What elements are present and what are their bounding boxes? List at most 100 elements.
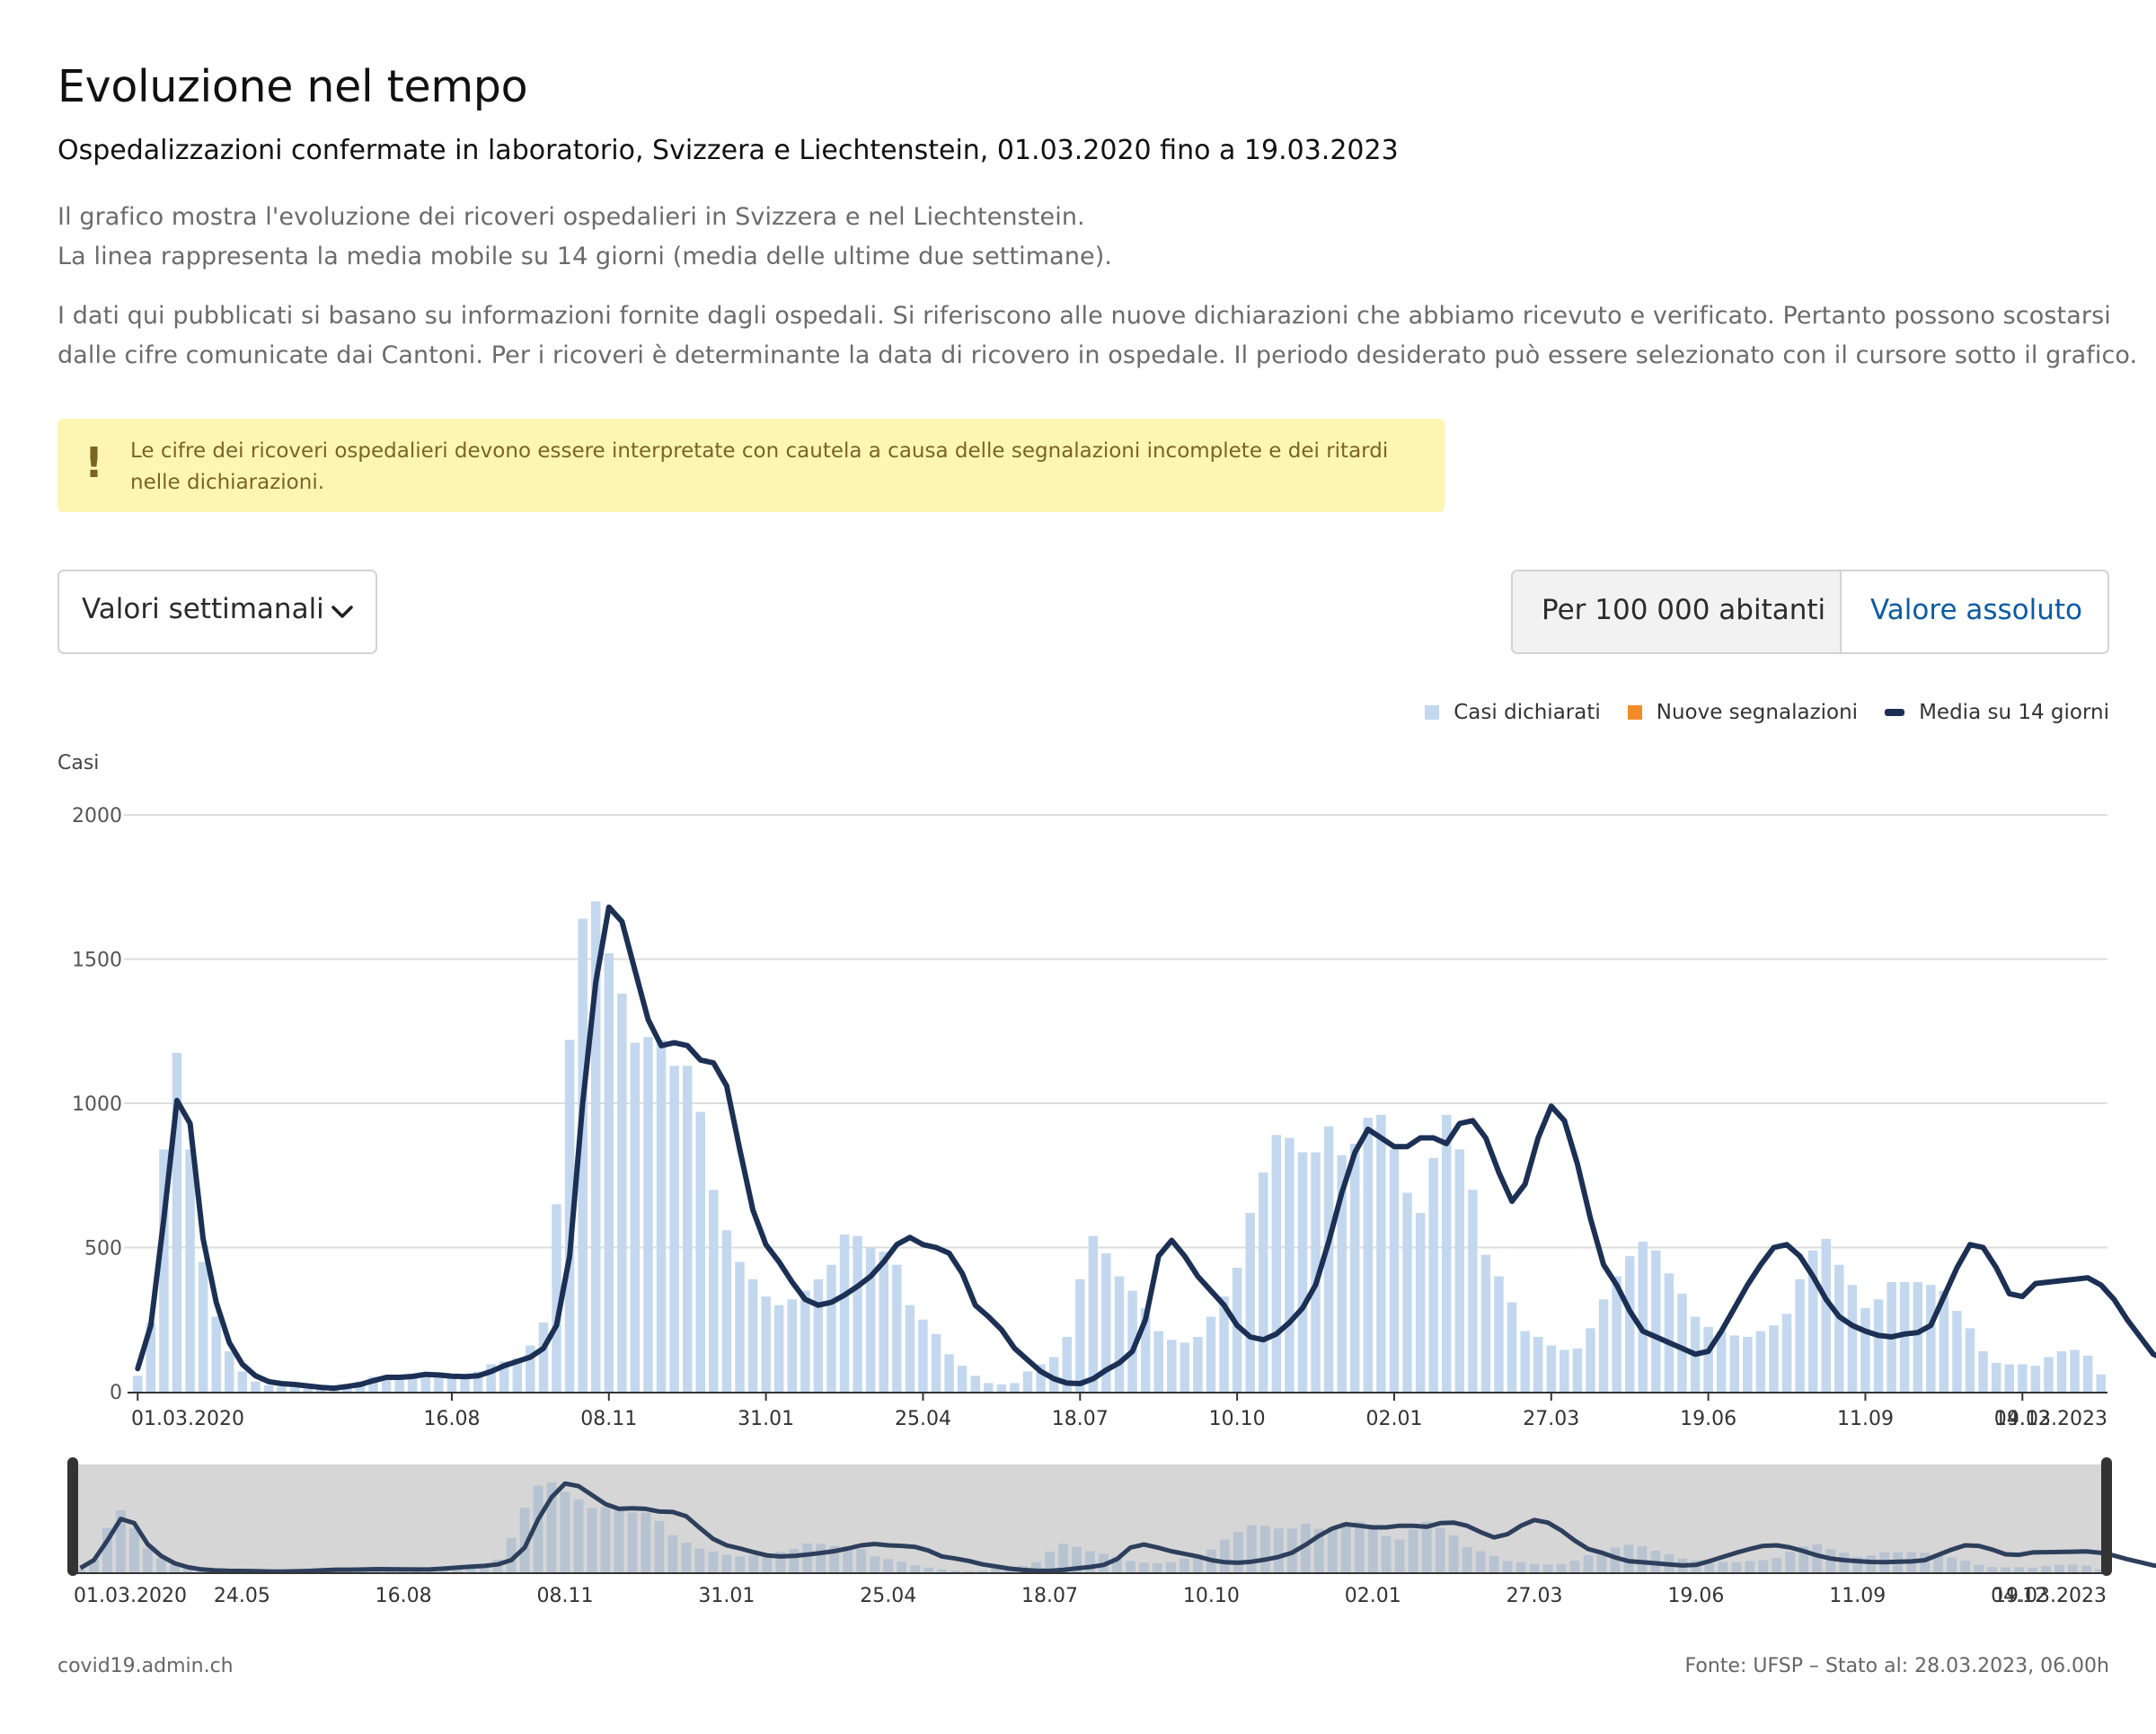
navigator-left-handle[interactable]: [67, 1457, 78, 1576]
toggle-absolute-button[interactable]: Valore assoluto: [1842, 571, 2107, 652]
bar: [1285, 1137, 1294, 1392]
interval-select[interactable]: Valori settimanali: [57, 570, 377, 654]
navigator-bar: [1367, 1527, 1378, 1572]
bar: [2056, 1351, 2067, 1392]
bar: [420, 1375, 431, 1392]
navigator-bar: [843, 1546, 853, 1572]
legend-item-new[interactable]: Nuove segnalazioni: [1627, 701, 1858, 724]
bar: [1703, 1326, 1713, 1392]
navigator-bar: [1126, 1561, 1135, 1572]
navigator-bar: [950, 1570, 961, 1572]
bar: [1873, 1299, 1884, 1392]
interval-select-value: Valori settimanali: [82, 593, 324, 625]
bar: [1965, 1328, 1975, 1392]
navigator-bar: [1610, 1547, 1621, 1572]
bar: [1834, 1264, 1844, 1392]
legend-item-bars[interactable]: Casi dichiarati: [1425, 701, 1601, 724]
bar: [552, 1204, 561, 1392]
bar: [159, 1149, 169, 1392]
bar: [630, 1042, 641, 1392]
bar: [1729, 1335, 1740, 1392]
bar: [1755, 1331, 1766, 1392]
x-tick-label: 19.06: [1680, 1408, 1736, 1430]
navigator-bar: [614, 1508, 624, 1572]
navigator-bar: [519, 1508, 530, 1572]
navigator-bar: [1300, 1523, 1311, 1572]
toggle-per-100000-button[interactable]: Per 100 000 abitanti: [1513, 571, 1842, 652]
bar: [473, 1371, 483, 1392]
y-tick-label: 0: [110, 1382, 122, 1404]
bar: [526, 1345, 535, 1392]
navigator-bar: [2001, 1567, 2010, 1572]
navigator-bar: [1529, 1563, 1540, 1572]
footer-site: covid19.admin.ch: [57, 1655, 234, 1677]
bar: [1507, 1302, 1517, 1392]
bar: [408, 1374, 418, 1392]
bar: [499, 1361, 509, 1392]
bar: [905, 1305, 915, 1392]
navigator-bar: [735, 1556, 746, 1572]
bar: [800, 1290, 810, 1392]
navigator-bar: [1045, 1552, 1055, 1572]
x-tick-label: 19.03.2023: [1994, 1408, 2107, 1430]
chart-subtitle: Ospedalizzazioni confermate in laborator…: [57, 135, 1399, 166]
description-block-1: Il grafico mostra l'evoluzione dei ricov…: [57, 198, 1112, 277]
warning-box: ! Le cifre dei ricoveri ospedalieri devo…: [57, 419, 1445, 512]
bar: [1140, 1307, 1151, 1392]
navigator-bar: [667, 1535, 678, 1572]
navigator-tick-label: 25.04: [860, 1585, 916, 1607]
page-title: Evoluzione nel tempo: [57, 61, 528, 112]
main-line-group: [135, 904, 2156, 1392]
bar: [1062, 1337, 1072, 1392]
bar: [1769, 1325, 1779, 1392]
navigator-bar: [1623, 1544, 1634, 1572]
range-navigator[interactable]: 01.03.2020 24.05 16.08 08.11 31.01 25.04 18.07…: [67, 1457, 2156, 1607]
x-tick-label: 08.11: [580, 1408, 637, 1430]
navigator-right-handle[interactable]: [2101, 1457, 2112, 1576]
navigator-bar: [1596, 1551, 1607, 1572]
navigator-bar: [1246, 1525, 1257, 1572]
bar: [918, 1319, 928, 1392]
navigator-bar: [1772, 1558, 1782, 1572]
bar: [1311, 1152, 1321, 1392]
bar: [1101, 1252, 1111, 1392]
navigator-bar: [1462, 1547, 1472, 1572]
legend-swatch-new: [1627, 705, 1642, 720]
navigator-bar: [1448, 1535, 1459, 1572]
bar: [996, 1384, 1007, 1392]
y-tick-label: 500: [84, 1238, 122, 1261]
navigator-bar: [708, 1552, 719, 1572]
navigator-bar: [721, 1554, 732, 1572]
legend-item-line[interactable]: Media su 14 giorni: [1885, 701, 2109, 724]
x-tick-label: 01.03.2020: [131, 1408, 244, 1430]
bar: [1991, 1362, 2001, 1392]
navigator-bar: [1313, 1528, 1324, 1572]
navigator-tick-label: 02.01: [1345, 1585, 1401, 1607]
bar: [1821, 1238, 1831, 1392]
bar: [172, 1052, 182, 1392]
navigator-bar: [573, 1499, 584, 1572]
bar: [251, 1381, 261, 1392]
bar: [1926, 1285, 1936, 1392]
navigator-tick-label: 01.03.2020: [74, 1585, 187, 1607]
bar: [1612, 1276, 1621, 1392]
navigator-bar: [1974, 1564, 1984, 1572]
navigator-bar: [170, 1564, 180, 1572]
bar: [709, 1190, 719, 1392]
bar: [1847, 1285, 1858, 1392]
navigator-bar: [143, 1548, 153, 1572]
description-line: La linea rappresenta la media mobile su …: [57, 243, 1113, 270]
x-tick-label: 10.10: [1209, 1408, 1266, 1430]
main-bars: [133, 901, 2106, 1392]
navigator-bar: [1327, 1526, 1338, 1572]
bar: [761, 1296, 771, 1392]
navigator-bar: [1852, 1556, 1863, 1572]
toggle-absolute-label: Valore assoluto: [1870, 594, 2083, 626]
chevron-down-icon: [331, 606, 353, 618]
bar: [211, 1316, 221, 1392]
bar: [225, 1351, 234, 1392]
footer-source: Fonte: UFSP – Stato al: 28.03.2023, 06.0…: [1684, 1655, 2109, 1677]
navigator-tick-label: 10.10: [1183, 1585, 1240, 1607]
navigator-bar: [1502, 1561, 1513, 1572]
navigator-bar: [1394, 1539, 1405, 1572]
